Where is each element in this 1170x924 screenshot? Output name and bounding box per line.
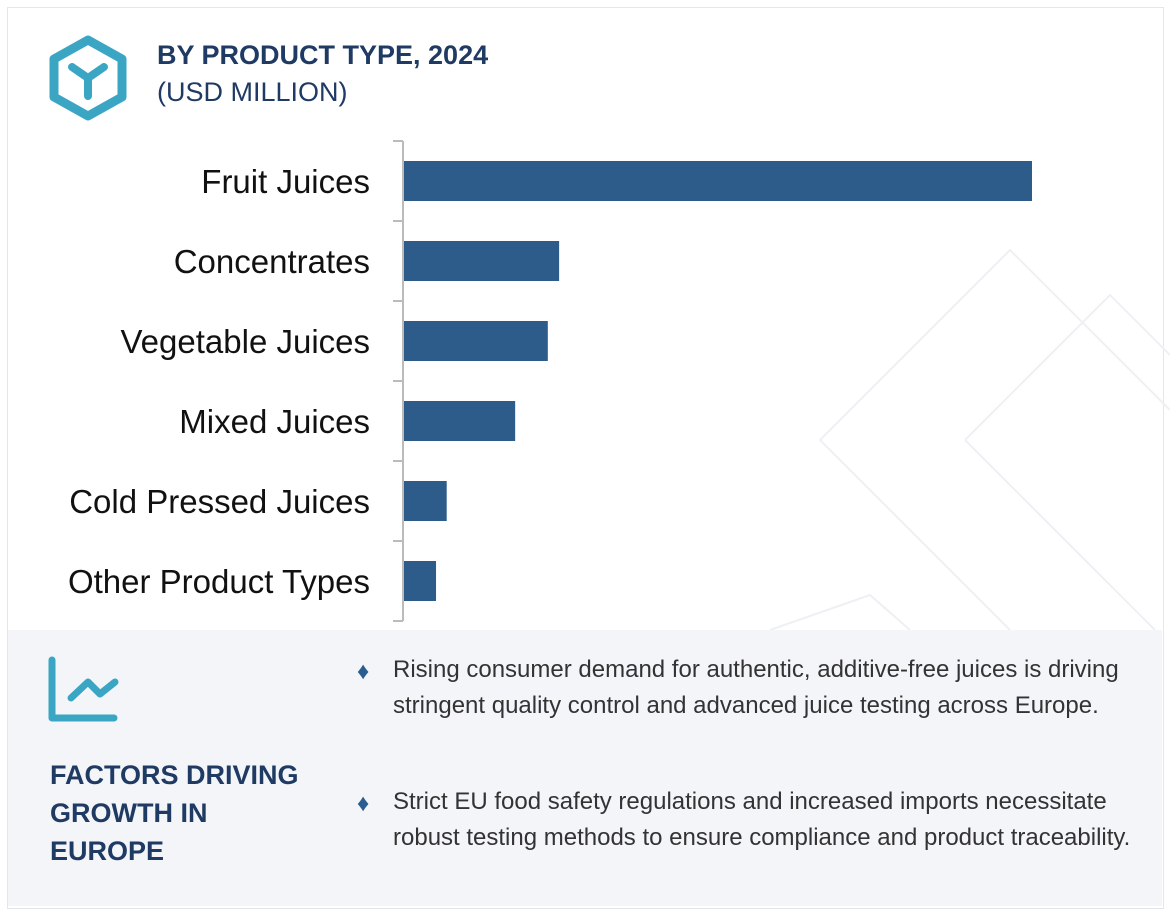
category-label: Vegetable Juices	[120, 323, 370, 360]
category-label: Cold Pressed Juices	[69, 483, 370, 520]
bar-cold-pressed-juices	[404, 481, 447, 521]
bar-other-product-types	[404, 561, 437, 601]
bullet-diamond-icon: ♦	[357, 790, 370, 817]
bar-chart: Fruit Juices Concentrates Vegetable Juices…	[68, 140, 1032, 622]
line-chart-icon	[48, 656, 119, 722]
bar-mixed-juices	[404, 401, 516, 441]
category-label: Mixed Juices	[179, 403, 370, 440]
factor-bullet-2: Strict EU food safety regulations and in…	[393, 788, 1131, 851]
category-label: Other Product Types	[68, 563, 370, 600]
bar-vegetable-juices	[404, 321, 548, 361]
cube-icon	[49, 35, 127, 121]
factors-title: FACTORS DRIVING GROWTH IN EUROPE	[50, 760, 299, 866]
bar-fruit-juices	[404, 161, 1032, 201]
chart-title: BY PRODUCT TYPE, 2024	[157, 40, 489, 70]
category-label: Concentrates	[174, 243, 370, 280]
chart-subtitle: (USD MILLION)	[157, 77, 348, 107]
category-label: Fruit Juices	[201, 163, 370, 200]
bar-concentrates	[404, 241, 560, 281]
bullet-diamond-icon: ♦	[357, 658, 370, 685]
factors-panel	[8, 630, 1162, 906]
factor-bullet-1: Rising consumer demand for authentic, ad…	[393, 656, 1119, 719]
